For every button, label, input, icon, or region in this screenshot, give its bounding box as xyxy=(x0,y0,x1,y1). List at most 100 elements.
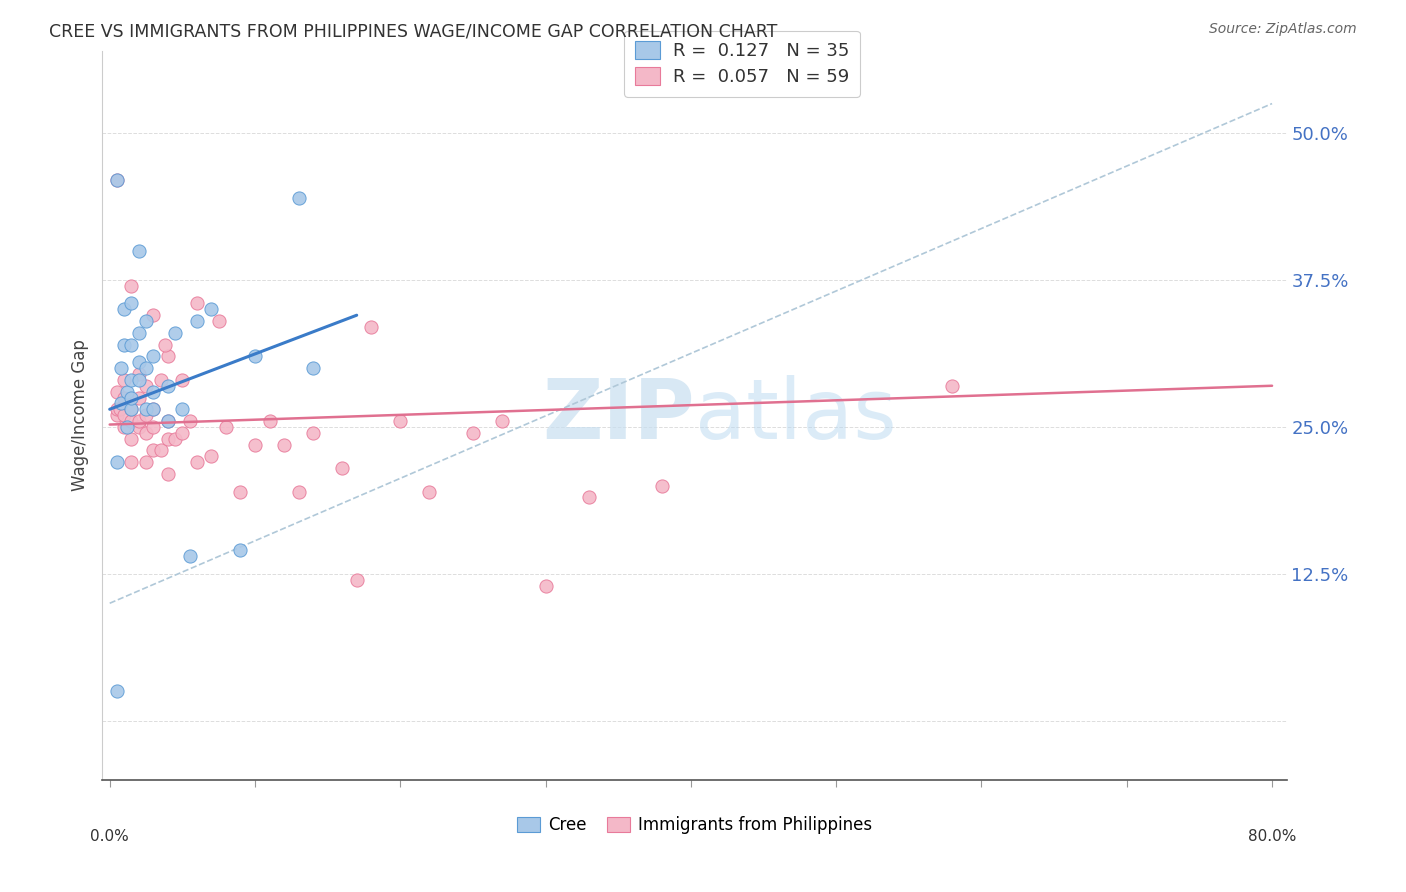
Point xyxy=(121,455,143,469)
Point xyxy=(135,314,157,328)
Point xyxy=(142,402,165,417)
Point xyxy=(105,408,128,422)
Point xyxy=(112,408,135,422)
Point xyxy=(200,450,222,464)
Text: Source: ZipAtlas.com: Source: ZipAtlas.com xyxy=(1209,22,1357,37)
Point xyxy=(287,191,309,205)
Point xyxy=(142,420,165,434)
Point xyxy=(135,425,157,440)
Point xyxy=(115,384,138,399)
Point xyxy=(179,549,201,564)
Point xyxy=(128,326,150,340)
Point xyxy=(186,296,208,310)
Point xyxy=(135,378,157,392)
Point xyxy=(121,296,143,310)
Point xyxy=(108,402,131,417)
Y-axis label: Wage/Income Gap: Wage/Income Gap xyxy=(72,339,89,491)
Point xyxy=(128,367,150,381)
Point xyxy=(135,402,157,417)
Point xyxy=(243,437,266,451)
Point xyxy=(346,573,368,587)
Point xyxy=(156,432,179,446)
Text: ZIP: ZIP xyxy=(541,375,695,456)
Point xyxy=(200,302,222,317)
Text: 0.0%: 0.0% xyxy=(90,830,129,844)
Point xyxy=(135,408,157,422)
Point xyxy=(112,302,135,317)
Point xyxy=(172,425,194,440)
Point xyxy=(112,337,135,351)
Point xyxy=(156,414,179,428)
Point xyxy=(259,414,281,428)
Point xyxy=(121,391,143,405)
Point xyxy=(128,414,150,428)
Point xyxy=(112,373,135,387)
Point xyxy=(941,378,963,392)
Legend: Cree, Immigrants from Philippines: Cree, Immigrants from Philippines xyxy=(510,809,879,840)
Text: 80.0%: 80.0% xyxy=(1249,830,1296,844)
Point xyxy=(156,467,179,481)
Point xyxy=(121,337,143,351)
Point xyxy=(534,579,557,593)
Point xyxy=(128,244,150,258)
Point xyxy=(243,350,266,364)
Point xyxy=(142,384,165,399)
Point xyxy=(149,443,172,458)
Point xyxy=(578,491,600,505)
Text: CREE VS IMMIGRANTS FROM PHILIPPINES WAGE/INCOME GAP CORRELATION CHART: CREE VS IMMIGRANTS FROM PHILIPPINES WAGE… xyxy=(49,22,778,40)
Point xyxy=(135,361,157,376)
Point xyxy=(186,455,208,469)
Point xyxy=(105,684,128,698)
Point xyxy=(229,484,252,499)
Point xyxy=(491,414,513,428)
Point xyxy=(135,455,157,469)
Point xyxy=(128,391,150,405)
Point xyxy=(156,414,179,428)
Point xyxy=(105,402,128,417)
Point xyxy=(287,484,309,499)
Point xyxy=(110,396,132,410)
Point xyxy=(651,478,673,492)
Point xyxy=(105,173,128,187)
Point xyxy=(105,173,128,187)
Point xyxy=(142,402,165,417)
Point xyxy=(461,425,484,440)
Point xyxy=(121,402,143,417)
Point xyxy=(105,455,128,469)
Point xyxy=(186,314,208,328)
Point xyxy=(208,314,231,328)
Point xyxy=(121,414,143,428)
Point xyxy=(121,278,143,293)
Point xyxy=(172,373,194,387)
Point xyxy=(165,326,187,340)
Point xyxy=(149,373,172,387)
Point xyxy=(302,361,325,376)
Point xyxy=(389,414,412,428)
Point xyxy=(112,420,135,434)
Point xyxy=(121,402,143,417)
Point xyxy=(330,461,353,475)
Point xyxy=(229,543,252,558)
Point xyxy=(153,337,176,351)
Text: atlas: atlas xyxy=(695,375,896,456)
Point xyxy=(142,443,165,458)
Point xyxy=(110,361,132,376)
Point xyxy=(172,402,194,417)
Point xyxy=(128,355,150,369)
Point xyxy=(165,432,187,446)
Point xyxy=(121,373,143,387)
Point xyxy=(112,391,135,405)
Point xyxy=(105,384,128,399)
Point xyxy=(360,320,382,334)
Point xyxy=(115,420,138,434)
Point xyxy=(156,350,179,364)
Point xyxy=(179,414,201,428)
Point xyxy=(302,425,325,440)
Point xyxy=(142,308,165,322)
Point xyxy=(156,378,179,392)
Point xyxy=(142,350,165,364)
Point xyxy=(215,420,238,434)
Point xyxy=(121,432,143,446)
Point xyxy=(128,420,150,434)
Point xyxy=(128,373,150,387)
